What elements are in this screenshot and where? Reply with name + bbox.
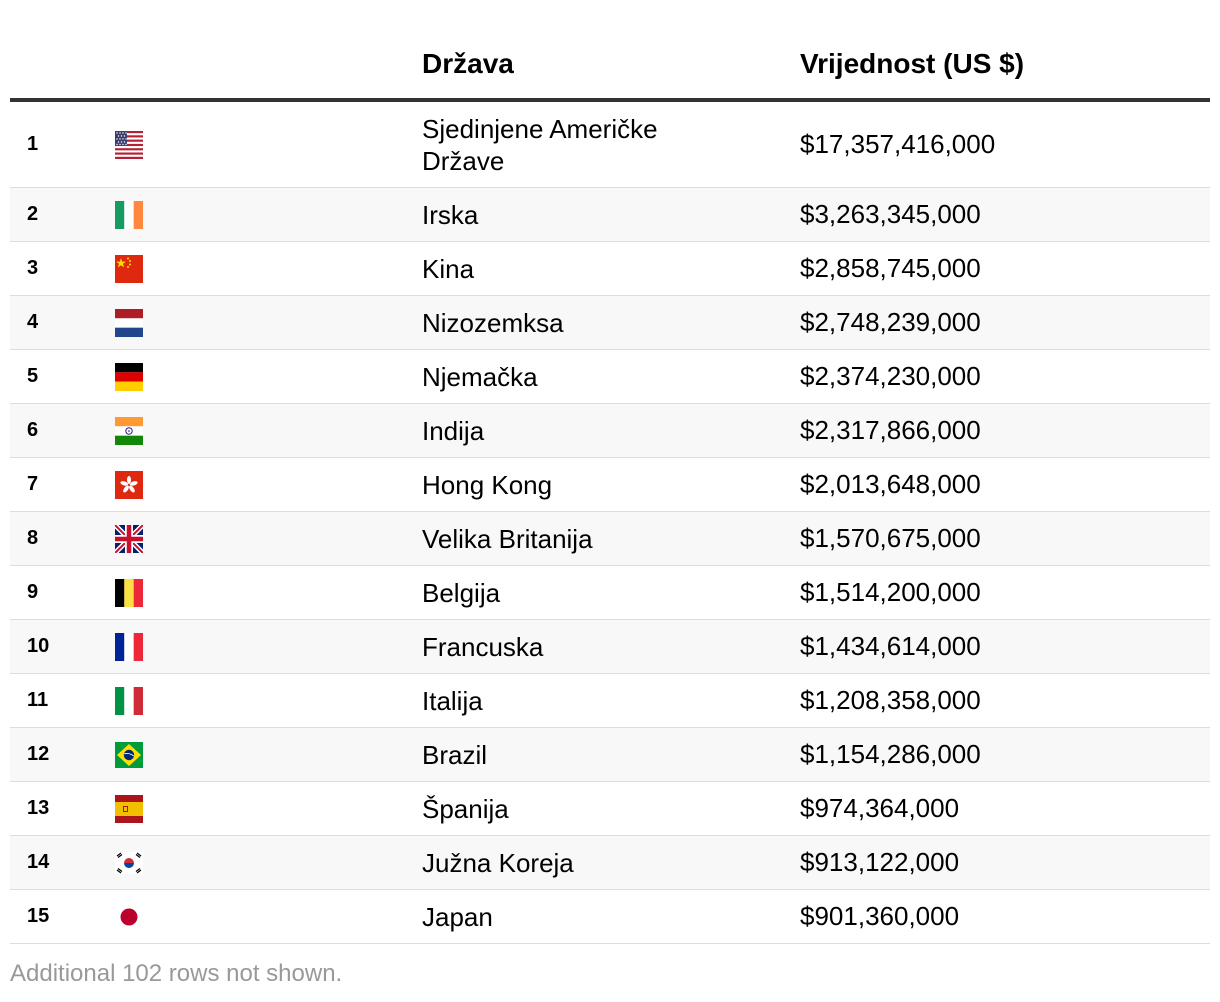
us-flag-icon bbox=[115, 130, 143, 159]
ireland-flag-icon bbox=[115, 200, 143, 229]
italy-flag-icon bbox=[115, 686, 143, 715]
value-cell: $2,748,239,000 bbox=[800, 307, 981, 337]
value-cell: $2,317,866,000 bbox=[800, 415, 981, 445]
rank-cell: 8 bbox=[27, 527, 39, 549]
table-row: 6 Indija $2,317,866,000 bbox=[10, 404, 1210, 458]
rank-cell: 1 bbox=[27, 133, 39, 155]
rank-cell: 10 bbox=[27, 635, 50, 657]
rank-cell: 15 bbox=[27, 905, 50, 927]
rank-cell: 6 bbox=[27, 419, 39, 441]
south-korea-flag-icon bbox=[115, 849, 143, 877]
table-row: 7 Hong Kong $2,013,648,000 bbox=[10, 458, 1210, 512]
table-row: 12 Brazil $1,154,286,000 bbox=[10, 728, 1210, 782]
value-cell: $974,364,000 bbox=[800, 793, 960, 823]
table-row: 15 Japan $901,360,000 bbox=[10, 890, 1210, 944]
value-cell: $1,208,358,000 bbox=[800, 685, 981, 715]
belgium-flag-icon bbox=[115, 578, 143, 607]
country-cell: Francuska bbox=[422, 631, 544, 662]
table-header: Država Vrijednost (US $) bbox=[10, 0, 1210, 102]
country-cell: Belgija bbox=[422, 577, 501, 608]
country-cell: Indija bbox=[422, 415, 485, 446]
rank-cell: 12 bbox=[27, 743, 50, 765]
table-row: 8 Velika Britanija $1,570,675,000 bbox=[10, 512, 1210, 566]
value-cell: $1,514,200,000 bbox=[800, 577, 981, 607]
countries-table: Država Vrijednost (US $) 1 bbox=[10, 0, 1210, 944]
country-cell: Kina bbox=[422, 253, 475, 284]
country-cell: Irska bbox=[422, 199, 479, 230]
rank-cell: 14 bbox=[27, 851, 50, 873]
rank-cell: 3 bbox=[27, 257, 39, 279]
india-flag-icon bbox=[115, 416, 143, 445]
country-cell: Brazil bbox=[422, 739, 488, 770]
country-cell: Južna Koreja bbox=[422, 847, 574, 878]
rank-cell: 13 bbox=[27, 797, 50, 819]
rank-cell: 5 bbox=[27, 365, 39, 387]
table-row: 4 Nizozemksa $2,748,239,000 bbox=[10, 296, 1210, 350]
value-cell: $1,570,675,000 bbox=[800, 523, 981, 553]
table-row: 14 Južna Koreja $913,122,000 bbox=[10, 836, 1210, 890]
country-cell: Hong Kong bbox=[422, 469, 553, 500]
value-column-header[interactable]: Vrijednost (US $) bbox=[800, 48, 1025, 79]
table-footnote: Additional 102 rows not shown. bbox=[10, 960, 343, 987]
table-row: 9 Belgija $1,514,200,000 bbox=[10, 566, 1210, 620]
rank-cell: 7 bbox=[27, 473, 39, 495]
value-cell: $901,360,000 bbox=[800, 901, 960, 931]
rank-cell: 11 bbox=[27, 689, 49, 711]
table-row: 11 Italija $1,208,358,000 bbox=[10, 674, 1210, 728]
netherlands-flag-icon bbox=[115, 308, 143, 337]
table-row: 2 Irska $3,263,345,000 bbox=[10, 188, 1210, 242]
country-cell: Njemačka bbox=[422, 361, 538, 392]
value-cell: $2,374,230,000 bbox=[800, 361, 981, 391]
country-cell: Velika Britanija bbox=[422, 523, 593, 554]
value-cell: $17,357,416,000 bbox=[800, 129, 996, 159]
table-row: 10 Francuska $1,434,614,000 bbox=[10, 620, 1210, 674]
france-flag-icon bbox=[115, 632, 143, 661]
country-column-header[interactable]: Država bbox=[422, 48, 514, 79]
uk-flag-icon bbox=[115, 524, 143, 553]
country-cell: Japan bbox=[422, 901, 493, 932]
value-cell: $3,263,345,000 bbox=[800, 199, 981, 229]
value-cell: $1,154,286,000 bbox=[800, 739, 981, 769]
value-cell: $2,858,745,000 bbox=[800, 253, 981, 283]
table-row: 5 Njemačka $2,374,230,000 bbox=[10, 350, 1210, 404]
table-row: 13 Španija $974,364,000 bbox=[10, 782, 1210, 836]
germany-flag-icon bbox=[115, 362, 143, 391]
country-cell: Italija bbox=[422, 685, 483, 716]
table-row: 3 Kina $2,858,745,000 bbox=[10, 242, 1210, 296]
country-cell: Španija bbox=[422, 793, 509, 824]
brazil-flag-icon bbox=[115, 741, 143, 769]
country-cell: Nizozemksa bbox=[422, 307, 564, 338]
hong-kong-flag-icon bbox=[115, 470, 143, 499]
country-cell: Sjedinjene Američke Države bbox=[422, 113, 658, 176]
china-flag-icon bbox=[115, 254, 143, 283]
rank-cell: 4 bbox=[27, 311, 39, 333]
rank-cell: 2 bbox=[27, 203, 39, 225]
table-row: 1 Sjedinjene Ameri bbox=[10, 102, 1210, 188]
spain-flag-icon bbox=[115, 794, 143, 823]
japan-flag-icon bbox=[115, 903, 143, 931]
value-cell: $1,434,614,000 bbox=[800, 631, 981, 661]
value-cell: $913,122,000 bbox=[800, 847, 960, 877]
rank-cell: 9 bbox=[27, 581, 39, 603]
value-cell: $2,013,648,000 bbox=[800, 469, 981, 499]
